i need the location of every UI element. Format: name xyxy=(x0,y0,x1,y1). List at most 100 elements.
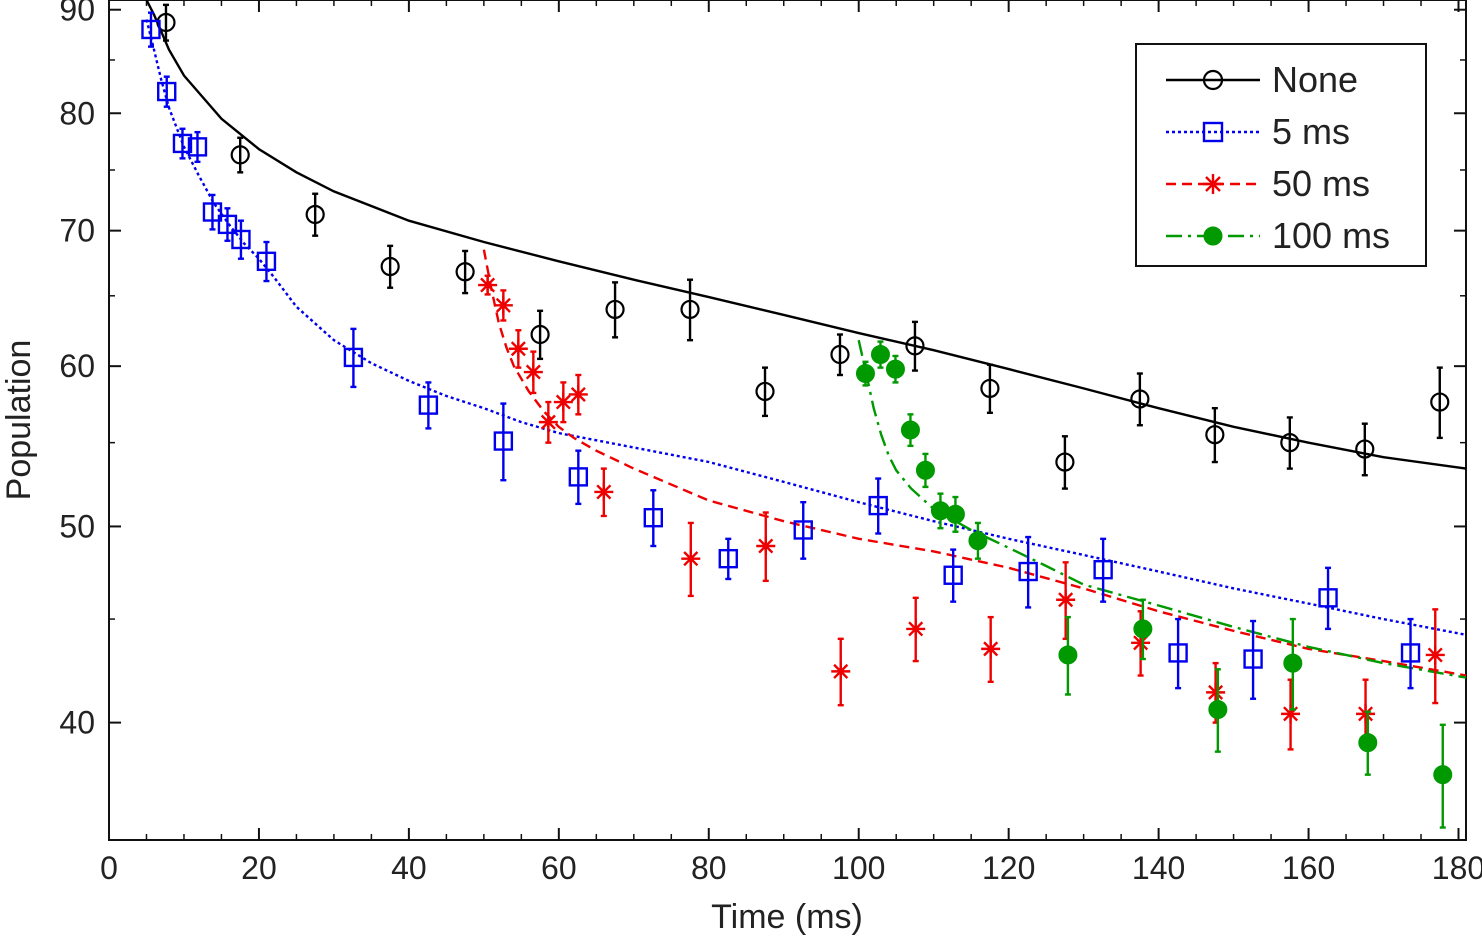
data-point-100-ms xyxy=(900,413,920,448)
marker xyxy=(755,381,775,402)
marker xyxy=(1281,704,1301,724)
y-tick-label: 70 xyxy=(59,213,95,249)
data-point-100-ms xyxy=(855,360,875,387)
marker xyxy=(906,619,926,639)
data-point-none xyxy=(1280,416,1300,470)
legend-entry-none: None xyxy=(1166,59,1358,100)
data-point-50-ms xyxy=(831,637,851,707)
marker xyxy=(793,520,813,540)
marker xyxy=(1280,433,1300,453)
marker xyxy=(643,507,663,528)
data-point-5-ms xyxy=(1093,537,1113,603)
data-point-100-ms xyxy=(1358,710,1378,776)
marker xyxy=(1425,645,1445,665)
marker xyxy=(230,145,250,165)
marker xyxy=(1400,643,1421,663)
x-tick-label: 40 xyxy=(391,850,427,886)
fit-line-50-ms xyxy=(482,249,1467,677)
legend-entry-50-ms: 50 ms xyxy=(1166,163,1370,204)
marker xyxy=(568,384,588,404)
legend-entry-100-ms: 100 ms xyxy=(1166,215,1390,256)
marker xyxy=(231,229,251,250)
data-point-100-ms xyxy=(885,354,905,384)
marker xyxy=(493,295,513,315)
data-point-100-ms xyxy=(945,495,965,533)
marker xyxy=(1243,649,1263,669)
marker xyxy=(493,431,514,451)
marker xyxy=(1130,389,1150,409)
data-point-100-ms xyxy=(1133,598,1153,661)
axis-ticks xyxy=(108,0,1466,841)
marker xyxy=(1131,633,1151,653)
marker xyxy=(868,495,888,516)
marker xyxy=(681,549,701,569)
data-point-100-ms xyxy=(1283,617,1303,711)
marker xyxy=(981,639,1001,659)
data-point-5-ms xyxy=(187,130,208,164)
data-point-50-ms xyxy=(493,289,513,322)
legend-label: 100 ms xyxy=(1272,215,1390,256)
data-point-100-ms xyxy=(870,340,890,369)
data-point-5-ms xyxy=(718,537,738,581)
x-tick-label: 160 xyxy=(1282,850,1335,886)
marker xyxy=(1056,590,1076,610)
data-point-50-ms xyxy=(981,615,1001,684)
data-point-none xyxy=(1430,366,1450,440)
marker xyxy=(380,256,400,277)
data-point-5-ms xyxy=(172,127,193,160)
axis-tick-labels: 0 20 40 60 80 100 120 140 160 180 40 50 60 70 80 90 xyxy=(59,0,1482,886)
y-tick-label: 90 xyxy=(59,0,95,28)
data-point-100-ms xyxy=(1433,723,1453,829)
legend-marker xyxy=(1203,174,1223,194)
marker xyxy=(1208,700,1228,720)
legend-entry-5-ms: 5 ms xyxy=(1166,111,1350,152)
data-point-none xyxy=(156,3,176,42)
data-point-50-ms xyxy=(478,274,498,296)
legend-marker xyxy=(1202,69,1224,91)
marker xyxy=(945,504,965,524)
data-point-5-ms xyxy=(568,449,589,506)
marker xyxy=(305,204,325,225)
marker xyxy=(1205,425,1225,445)
x-tick-label: 100 xyxy=(832,850,885,886)
data-point-none xyxy=(305,192,325,237)
marker xyxy=(756,536,776,556)
data-point-none xyxy=(830,333,850,377)
marker xyxy=(831,661,851,681)
marker xyxy=(530,324,550,345)
data-point-50-ms xyxy=(1281,678,1301,751)
marker xyxy=(943,565,963,585)
data-point-5-ms xyxy=(157,75,177,108)
marker xyxy=(141,19,161,40)
data-point-none xyxy=(380,244,400,289)
legend-marker xyxy=(1202,121,1224,143)
marker xyxy=(830,344,850,365)
marker xyxy=(1055,452,1075,472)
x-tick-label: 120 xyxy=(982,850,1035,886)
marker xyxy=(915,460,935,480)
data-point-5-ms xyxy=(643,489,663,548)
x-axis-title: Time (ms) xyxy=(711,898,863,936)
y-tick-label: 80 xyxy=(59,95,95,131)
marker xyxy=(870,345,890,365)
x-tick-label: 0 xyxy=(100,850,118,886)
legend-label: 50 ms xyxy=(1272,163,1370,204)
data-point-100-ms xyxy=(930,492,950,530)
data-point-none xyxy=(680,278,700,342)
marker xyxy=(885,359,905,379)
data-point-100-ms xyxy=(968,521,988,560)
marker xyxy=(1283,653,1303,673)
marker xyxy=(605,299,625,320)
x-tick-label: 20 xyxy=(241,850,277,886)
marker xyxy=(553,392,573,412)
marker xyxy=(455,262,475,282)
x-tick-label: 60 xyxy=(541,850,577,886)
data-point-5-ms xyxy=(256,240,277,283)
marker xyxy=(202,202,223,222)
data-point-none xyxy=(455,249,475,295)
marker xyxy=(217,214,238,235)
data-point-5-ms xyxy=(1243,619,1263,700)
data-point-none xyxy=(905,320,925,372)
data-point-5-ms xyxy=(943,548,963,603)
